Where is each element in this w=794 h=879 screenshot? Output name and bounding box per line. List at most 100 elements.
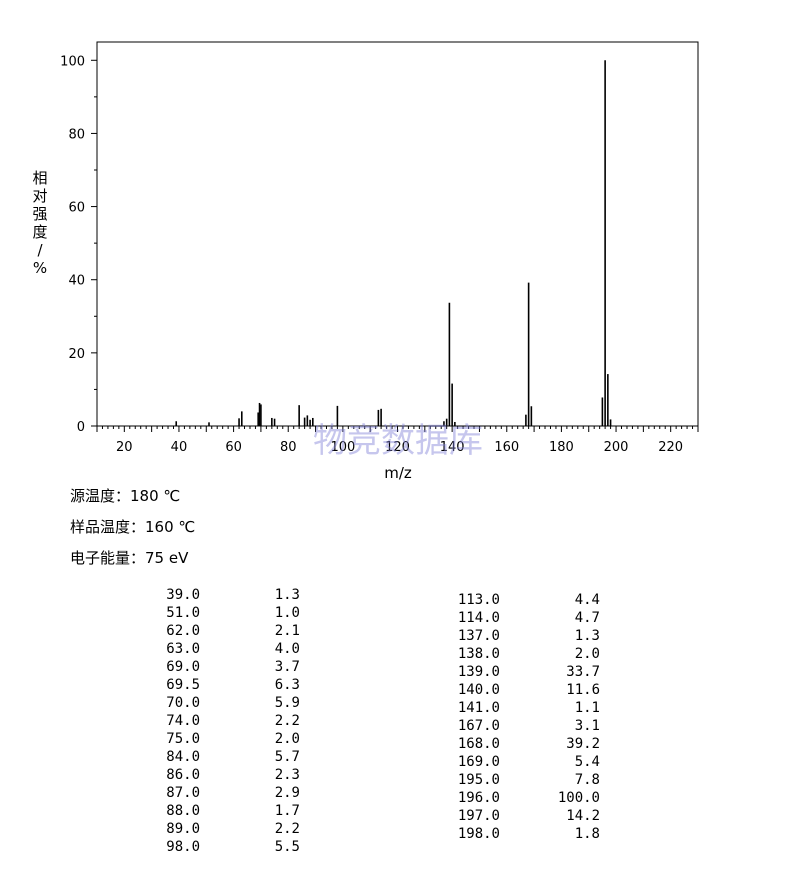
x-tick-label: 140 [440, 440, 465, 455]
peak-mz: 197.0 [457, 808, 500, 824]
peak-mz: 140.0 [457, 682, 500, 698]
peak-table-left: 39.0 1.3 51.0 1.0 62.0 2.1 63.0 4.0 69.0 3.7 69.5 6… [150, 586, 300, 856]
peak-row: 113.0 4.4 [440, 591, 600, 609]
peak-mz: 137.0 [457, 628, 500, 644]
x-tick-label: 160 [494, 440, 519, 455]
peak-row: 195.0 7.8 [440, 771, 600, 789]
peak-intensity: 6.3 [274, 677, 300, 693]
mass-spectrum-chart: 20 40 60 80 100 120 140 160 180 200 220 0 20 40 60 80 10… [32, 41, 699, 482]
peak-intensity: 5.7 [274, 749, 300, 765]
y-tick-label: 20 [68, 347, 85, 362]
peak-mz: 141.0 [457, 700, 500, 716]
peak-intensity: 1.0 [274, 605, 300, 621]
peak-mz: 62.0 [166, 623, 200, 639]
x-axis-label: m/z [384, 464, 412, 482]
peak-intensity: 1.8 [574, 826, 600, 842]
peak-row: 98.0 5.5 [150, 838, 300, 856]
peak-mz: 169.0 [457, 754, 500, 770]
peak-intensity: 1.3 [574, 628, 600, 644]
peak-table-right: 113.0 4.4 114.0 4.7 137.0 1.3 138.0 2.0 139.0 33.… [440, 591, 600, 843]
peak-row: 169.0 5.4 [440, 753, 600, 771]
peak-mz: 168.0 [457, 736, 500, 752]
peak-row: 62.0 2.1 [150, 622, 300, 640]
peak-bars [175, 60, 612, 426]
peak-row: 167.0 3.1 [440, 717, 600, 735]
peak-row: 88.0 1.7 [150, 802, 300, 820]
peak-intensity: 5.4 [574, 754, 600, 770]
peak-row: 198.0 1.8 [440, 825, 600, 843]
peak-row: 75.0 2.0 [150, 730, 300, 748]
peak-row: 114.0 4.7 [440, 609, 600, 627]
peak-mz: 84.0 [166, 749, 200, 765]
peak-mz: 39.0 [166, 587, 200, 603]
x-tick-label: 200 [604, 440, 629, 455]
peak-intensity: 100.0 [557, 790, 600, 806]
peak-mz: 138.0 [457, 646, 500, 662]
peak-mz: 74.0 [166, 713, 200, 729]
peak-row: 138.0 2.0 [440, 645, 600, 663]
peak-mz: 87.0 [166, 785, 200, 801]
peak-intensity: 7.8 [574, 772, 600, 788]
peak-row: 141.0 1.1 [440, 699, 600, 717]
peak-mz: 89.0 [166, 821, 200, 837]
peak-mz: 69.0 [166, 659, 200, 675]
peak-mz: 75.0 [166, 731, 200, 747]
peak-mz: 195.0 [457, 772, 500, 788]
watermark: 物竞数据库 [313, 421, 483, 461]
peak-row: 197.0 14.2 [440, 807, 600, 825]
peak-intensity: 5.9 [274, 695, 300, 711]
peak-row: 137.0 1.3 [440, 627, 600, 645]
peak-row: 196.0 100.0 [440, 789, 600, 807]
y-axis-label-char: 强 [32, 205, 47, 223]
peak-intensity: 2.3 [274, 767, 300, 783]
peak-mz: 70.0 [166, 695, 200, 711]
peak-intensity: 11.6 [566, 682, 600, 698]
peak-mz: 88.0 [166, 803, 200, 819]
peak-mz: 167.0 [457, 718, 500, 734]
peak-row: 140.0 11.6 [440, 681, 600, 699]
y-tick-label: 40 [68, 274, 85, 289]
peak-mz: 98.0 [166, 839, 200, 855]
peak-mz: 139.0 [457, 664, 500, 680]
peak-intensity: 2.1 [274, 623, 300, 639]
peak-intensity: 5.5 [274, 839, 300, 855]
y-axis-label-char: 相 [32, 169, 47, 187]
peak-row: 69.0 3.7 [150, 658, 300, 676]
peak-intensity: 1.3 [274, 587, 300, 603]
experimental-conditions: 源温度：180 ℃ 样品温度：160 ℃ 电子能量：75 eV [70, 485, 195, 578]
peak-mz: 114.0 [457, 610, 500, 626]
peak-row: 69.5 6.3 [150, 676, 300, 694]
peak-mz: 63.0 [166, 641, 200, 657]
x-tick-label: 180 [549, 440, 574, 455]
x-tick-label: 40 [171, 440, 188, 455]
peak-row: 74.0 2.2 [150, 712, 300, 730]
y-axis-label-char: 对 [32, 187, 47, 205]
peak-intensity: 3.7 [274, 659, 300, 675]
source-temperature: 源温度：180 ℃ [70, 487, 181, 505]
peak-row: 70.0 5.9 [150, 694, 300, 712]
peak-mz: 86.0 [166, 767, 200, 783]
peak-row: 84.0 5.7 [150, 748, 300, 766]
peak-row: 89.0 2.2 [150, 820, 300, 838]
y-axis-label-char: / [37, 241, 43, 259]
peak-intensity: 14.2 [566, 808, 600, 824]
peak-intensity: 4.4 [574, 592, 600, 608]
peak-row: 63.0 4.0 [150, 640, 300, 658]
peak-intensity: 33.7 [566, 664, 600, 680]
peak-intensity: 1.7 [274, 803, 300, 819]
axes: 20 40 60 80 100 120 140 160 180 200 220 0 20 40 60 80 10… [60, 41, 699, 455]
peak-row: 39.0 1.3 [150, 586, 300, 604]
x-tick-label: 100 [330, 440, 355, 455]
peak-row: 51.0 1.0 [150, 604, 300, 622]
peak-row: 87.0 2.9 [150, 784, 300, 802]
plot-frame [96, 41, 699, 427]
y-tick-label: 80 [68, 127, 85, 142]
peak-mz: 69.5 [166, 677, 200, 693]
y-axis-label-char: 度 [32, 223, 47, 241]
peak-mz: 196.0 [457, 790, 500, 806]
x-tick-label: 80 [280, 440, 297, 455]
y-axis-label-char: % [33, 259, 47, 277]
peak-intensity: 4.0 [274, 641, 300, 657]
y-tick-label: 100 [60, 54, 85, 69]
